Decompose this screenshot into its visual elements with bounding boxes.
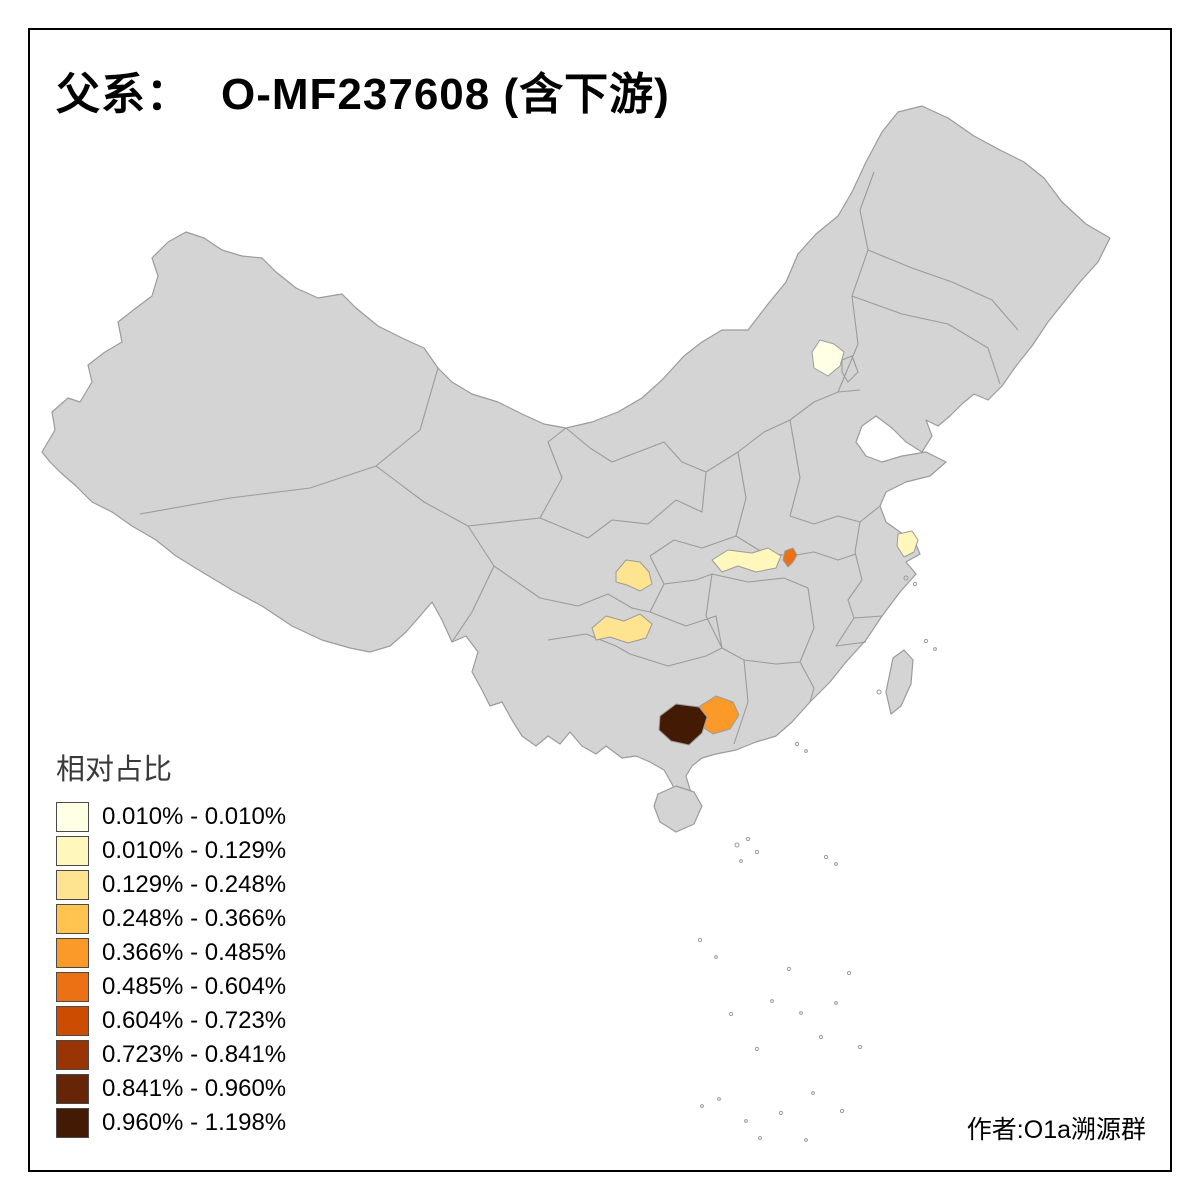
islet [714, 955, 718, 959]
legend-label: 0.960% - 1.198% [102, 1109, 287, 1136]
page-title: 父系： O-MF237608 (含下游) [56, 58, 670, 122]
islet [739, 859, 743, 863]
islet [744, 1119, 748, 1123]
author-credit: 作者:O1a溯源群 [966, 1116, 1146, 1144]
islet [728, 1011, 734, 1017]
islet [903, 575, 909, 581]
highlight-regions [591, 339, 919, 746]
islet [786, 966, 792, 972]
taiwan-island [885, 649, 914, 715]
legend-title: 相对占比 [56, 754, 173, 786]
title-prefix: 父系： [56, 70, 191, 119]
legend-swatch [56, 1074, 89, 1104]
legend-swatch [56, 938, 89, 968]
islet [846, 970, 852, 976]
legend-item: 0.485% - 0.604% [56, 970, 286, 1004]
region-beijing-patch [811, 339, 845, 377]
legend-item: 0.841% - 0.960% [56, 1072, 286, 1106]
legend-label: 0.366% - 0.485% [102, 939, 287, 966]
islets [697, 575, 937, 1142]
islet [857, 1044, 863, 1050]
region-shanghai-patch [896, 530, 919, 558]
land-group [41, 105, 1111, 833]
legend-swatch [56, 836, 89, 866]
title-haplogroup-code: O-MF237608 (含下游) [221, 70, 670, 119]
legend-label: 0.723% - 0.841% [102, 1041, 287, 1068]
legend-label: 0.841% - 0.960% [102, 1075, 287, 1102]
legend-label: 0.604% - 0.723% [102, 1007, 287, 1034]
legend-item: 0.960% - 1.198% [56, 1106, 286, 1140]
islet [834, 1001, 838, 1005]
islet [823, 854, 829, 860]
islet [745, 836, 751, 842]
islet [697, 937, 703, 943]
islet [923, 638, 929, 644]
legend-label: 0.485% - 0.604% [102, 973, 287, 1000]
islet [770, 999, 774, 1003]
legend-item: 0.366% - 0.485% [56, 936, 286, 970]
legend: 相对占比 0.010% - 0.010% 0.010% - 0.129% 0.1… [56, 746, 286, 1140]
province-borders [139, 171, 1019, 745]
islet [804, 749, 808, 753]
legend-swatch [56, 972, 89, 1002]
islet [876, 689, 882, 695]
region-southwest-patch [591, 613, 653, 644]
islet [818, 1034, 824, 1040]
legend-swatch [56, 802, 89, 832]
islet [700, 1104, 704, 1108]
islet [758, 1136, 762, 1140]
islet [834, 862, 838, 866]
legend-swatch [56, 1108, 89, 1138]
region-sichuan-patch [615, 559, 653, 592]
legend-swatch [56, 904, 89, 934]
legend-label: 0.129% - 0.248% [102, 871, 287, 898]
islet [734, 842, 740, 848]
legend-swatch [56, 1040, 89, 1070]
legend-item: 0.010% - 0.129% [56, 834, 286, 868]
legend-item: 0.604% - 0.723% [56, 1004, 286, 1038]
legend-label: 0.010% - 0.129% [102, 837, 287, 864]
region-central-band [711, 547, 782, 573]
islet [933, 647, 937, 651]
islet [811, 1091, 815, 1095]
islet [839, 1108, 845, 1114]
islet [754, 1046, 760, 1052]
legend-swatch [56, 870, 89, 900]
mainland-outline [41, 105, 1111, 803]
legend-item: 0.010% - 0.010% [56, 800, 286, 834]
region-south-dark-patch [658, 703, 708, 746]
legend-label: 0.248% - 0.366% [102, 905, 287, 932]
legend-item: 0.129% - 0.248% [56, 868, 286, 902]
legend-item: 0.248% - 0.366% [56, 902, 286, 936]
islet [794, 741, 800, 747]
islet [778, 1110, 784, 1116]
islet [804, 1138, 808, 1142]
islet [799, 1011, 803, 1015]
legend-item: 0.723% - 0.841% [56, 1038, 286, 1072]
islet [754, 849, 760, 855]
legend-swatch [56, 1006, 89, 1036]
province-border-lines [139, 171, 1019, 745]
region-central-spot [782, 547, 798, 568]
islet [912, 581, 918, 587]
islet [717, 1097, 721, 1101]
hainan-island [653, 785, 703, 833]
legend-label: 0.010% - 0.010% [102, 803, 287, 830]
